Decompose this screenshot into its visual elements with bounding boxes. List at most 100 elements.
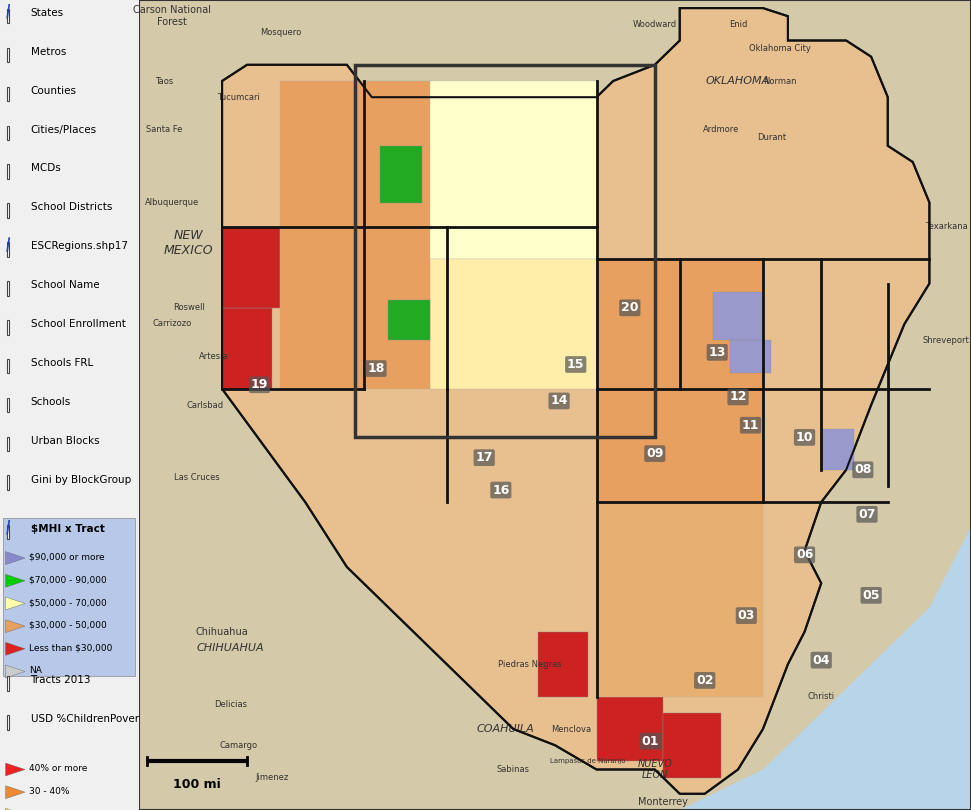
Polygon shape xyxy=(6,642,25,655)
Text: Metros: Metros xyxy=(30,47,66,57)
Text: Sabinas: Sabinas xyxy=(497,765,530,774)
Text: Las Cruces: Las Cruces xyxy=(174,473,220,483)
Text: School Districts: School Districts xyxy=(30,202,112,212)
Text: Santa Fe: Santa Fe xyxy=(146,125,182,134)
Polygon shape xyxy=(6,808,25,810)
Bar xyxy=(7,676,10,691)
Text: CHIHUAHUA: CHIHUAHUA xyxy=(196,643,264,653)
Text: Gini by BlockGroup: Gini by BlockGroup xyxy=(30,475,131,484)
Text: 12: 12 xyxy=(729,390,747,403)
Text: NA: NA xyxy=(29,666,42,676)
Text: Camargo: Camargo xyxy=(219,740,257,750)
Text: 03: 03 xyxy=(738,609,755,622)
Text: Woodward: Woodward xyxy=(633,19,677,29)
Text: NEW
MEXICO: NEW MEXICO xyxy=(164,229,214,257)
Polygon shape xyxy=(381,146,421,202)
Text: Chihuahua: Chihuahua xyxy=(196,627,249,637)
Text: Lampasos de Naranjo: Lampasos de Naranjo xyxy=(551,758,626,765)
Polygon shape xyxy=(222,227,281,308)
Text: ESCRegions.shp17: ESCRegions.shp17 xyxy=(30,241,127,251)
Polygon shape xyxy=(596,502,763,697)
Text: School Name: School Name xyxy=(30,280,99,290)
Polygon shape xyxy=(6,620,25,633)
Text: 15: 15 xyxy=(567,358,585,371)
Text: 09: 09 xyxy=(646,447,663,460)
Text: COAHUILA: COAHUILA xyxy=(476,724,534,734)
Text: Schools FRL: Schools FRL xyxy=(30,358,93,368)
Text: Ardmore: Ardmore xyxy=(703,125,740,134)
Text: OKLAHOMA: OKLAHOMA xyxy=(706,76,770,86)
Text: Tucumcari: Tucumcari xyxy=(218,92,260,102)
Bar xyxy=(7,9,10,23)
Bar xyxy=(7,164,10,179)
Text: Christi: Christi xyxy=(808,692,835,701)
Text: Oklahoma City: Oklahoma City xyxy=(749,44,811,53)
Text: Norman: Norman xyxy=(763,76,796,86)
Polygon shape xyxy=(6,665,25,678)
Text: Tracts 2013: Tracts 2013 xyxy=(30,676,91,685)
Polygon shape xyxy=(6,763,25,776)
Text: 04: 04 xyxy=(813,654,830,667)
Text: MCDs: MCDs xyxy=(30,164,60,173)
Text: Cities/Places: Cities/Places xyxy=(30,125,97,134)
Polygon shape xyxy=(729,340,771,373)
Text: Urban Blocks: Urban Blocks xyxy=(30,436,99,446)
Polygon shape xyxy=(139,0,971,810)
Text: 11: 11 xyxy=(742,419,759,432)
Text: 40% or more: 40% or more xyxy=(29,764,87,774)
Bar xyxy=(7,359,10,373)
Text: Jimenez: Jimenez xyxy=(255,773,288,782)
Text: States: States xyxy=(30,8,64,18)
Polygon shape xyxy=(680,526,971,810)
Polygon shape xyxy=(538,632,588,697)
Text: Piedras Negras: Piedras Negras xyxy=(498,659,562,669)
Text: 20: 20 xyxy=(621,301,639,314)
Text: 16: 16 xyxy=(492,484,510,497)
Polygon shape xyxy=(6,552,25,565)
Bar xyxy=(7,715,10,730)
Text: Artesia: Artesia xyxy=(199,352,228,361)
Text: $50,000 - 70,000: $50,000 - 70,000 xyxy=(29,598,107,608)
Bar xyxy=(7,525,10,539)
Text: Delicias: Delicias xyxy=(214,700,247,710)
Bar xyxy=(7,281,10,296)
Polygon shape xyxy=(713,292,763,340)
FancyBboxPatch shape xyxy=(3,518,135,676)
Text: 19: 19 xyxy=(251,378,268,391)
Text: Less than $30,000: Less than $30,000 xyxy=(29,643,113,653)
Text: 05: 05 xyxy=(862,589,880,602)
Text: Carrizozo: Carrizozo xyxy=(152,319,191,329)
Text: 13: 13 xyxy=(709,346,726,359)
Text: NUEVO
LEON: NUEVO LEON xyxy=(637,759,672,780)
Text: Roswell: Roswell xyxy=(173,303,205,313)
Polygon shape xyxy=(388,300,430,340)
Polygon shape xyxy=(821,429,854,470)
Text: 06: 06 xyxy=(796,548,814,561)
Text: $90,000 or more: $90,000 or more xyxy=(29,552,105,562)
Text: Durant: Durant xyxy=(756,133,786,143)
Text: $MHI x Tract: $MHI x Tract xyxy=(30,524,105,534)
Text: Taos: Taos xyxy=(154,76,173,86)
Polygon shape xyxy=(6,597,25,610)
Text: 02: 02 xyxy=(696,674,714,687)
Text: 08: 08 xyxy=(854,463,872,476)
Polygon shape xyxy=(222,308,272,389)
Text: 10: 10 xyxy=(796,431,814,444)
Polygon shape xyxy=(281,81,430,389)
Bar xyxy=(355,65,654,437)
Polygon shape xyxy=(6,786,25,799)
Bar xyxy=(7,203,10,218)
Polygon shape xyxy=(430,259,596,389)
Bar xyxy=(7,398,10,412)
Text: Menclova: Menclova xyxy=(552,724,591,734)
Bar xyxy=(7,126,10,140)
Text: 30 - 40%: 30 - 40% xyxy=(29,787,70,796)
Text: Counties: Counties xyxy=(30,86,77,96)
Text: 100 mi: 100 mi xyxy=(173,778,221,791)
Polygon shape xyxy=(663,713,721,778)
Bar xyxy=(7,87,10,101)
Text: Monterrey: Monterrey xyxy=(638,797,688,807)
Text: $70,000 - 90,000: $70,000 - 90,000 xyxy=(29,575,107,585)
Text: Texarkana: Texarkana xyxy=(924,222,967,232)
Bar xyxy=(7,437,10,451)
